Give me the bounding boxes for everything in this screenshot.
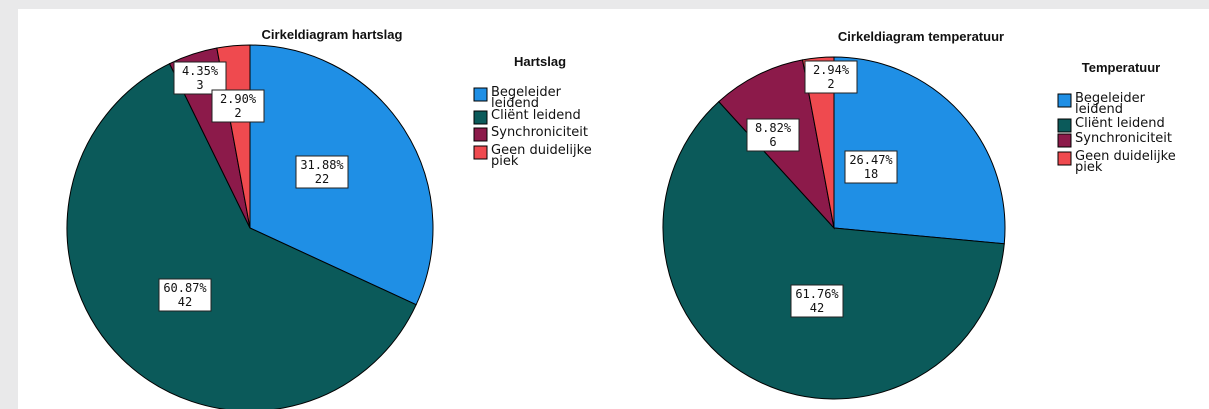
chart-title: Cirkeldiagram temperatuur [838,29,1004,44]
legend-item: Cliënt leidend [1057,116,1165,133]
slice-count-label: 42 [178,295,192,309]
legend-swatch [1057,93,1072,108]
slice-percent-label: 26.47% [849,153,893,167]
slice-label-box [295,155,349,189]
slice-label-box [173,61,227,95]
slice-label-box [211,89,265,123]
legend-label: Begeleider [491,85,562,100]
legend-title: Hartslag [514,54,566,69]
pie-slice [801,56,835,229]
slice-count-label: 2 [234,106,241,120]
slice-label: 31.88%22 [295,155,349,189]
pie-slice [833,56,1006,245]
legend-swatch [1057,133,1072,148]
slice-label-box [158,278,212,312]
slice-label: 4.35%3 [173,61,227,95]
slice-label: 26.47%18 [844,150,898,184]
pie-chart-1: 31.88%2260.87%424.35%32.90%2Cirkeldiagra… [66,27,592,409]
slice-label: 2.94%2 [804,60,858,94]
pie-chart-2: 26.47%1861.76%428.82%62.94%2Cirkeldiagra… [662,29,1176,400]
legend-label: piek [1075,160,1103,175]
legend-swatch [473,110,488,125]
pie-charts-svg: 31.88%2260.87%424.35%32.90%2Cirkeldiagra… [66,27,1176,409]
legend-swatch [473,145,488,160]
pie-slice [66,62,417,409]
legend-label: Cliënt leidend [491,108,581,123]
legend-label: Geen duidelijke [1075,149,1176,164]
slice-percent-label: 31.88% [300,158,344,172]
slice-label: 61.76%42 [790,284,844,318]
slice-count-label: 18 [864,167,878,181]
legend-label: Geen duidelijke [491,143,592,158]
legend-label: Begeleider [1075,91,1146,106]
legend-swatch [1057,118,1072,133]
legend-item: Synchroniciteit [473,125,588,142]
slice-label-box [844,150,898,184]
slice-percent-label: 4.35% [182,64,219,78]
slice-count-label: 22 [315,172,329,186]
slice-percent-label: 60.87% [163,281,207,295]
chart-panel: 31.88% 22 60.87% 42 4.35% 3 2.90% 2 Cirkeldiagra… [18,9,1209,409]
legend-label: Synchroniciteit [491,125,588,140]
legend-title: Temperatuur [1082,60,1161,75]
slice-percent-label: 61.76% [795,287,839,301]
slice-count-label: 2 [827,77,834,91]
chart-title: Cirkeldiagram hartslag [262,27,403,42]
slice-count-label: 42 [810,301,824,315]
legend-label: piek [491,154,519,169]
slice-label: 60.87%42 [158,278,212,312]
slice-label-box [746,118,800,152]
slice-count-label: 6 [769,135,776,149]
legend-swatch [1057,151,1072,166]
slice-percent-label: 8.82% [755,121,792,135]
legend-label: Synchroniciteit [1075,131,1172,146]
legend-item: Cliënt leidend [473,108,581,125]
legend-item: Synchroniciteit [1057,131,1172,148]
legend-swatch [473,127,488,142]
legend-label: leidend [491,96,539,111]
legend-label: leidend [1075,102,1123,117]
slice-percent-label: 2.94% [813,63,850,77]
slice-label-box [804,60,858,94]
slice-label-box [790,284,844,318]
legend-swatch [473,87,488,102]
slice-percent-label: 2.90% [220,92,257,106]
legend-label: Cliënt leidend [1075,116,1165,131]
slice-count-label: 3 [196,78,203,92]
pie-slice [662,100,1005,400]
slice-label: 2.90%2 [211,89,265,123]
slice-label: 8.82%6 [746,118,800,152]
